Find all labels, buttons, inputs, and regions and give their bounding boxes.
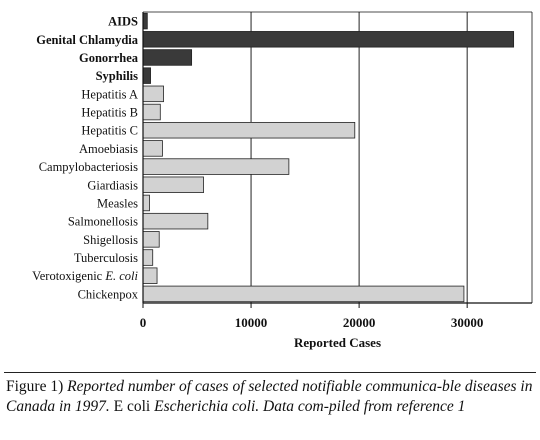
bar (142, 212, 209, 230)
category-label: Salmonellosis (68, 215, 138, 229)
x-tick-label: 20000 (343, 315, 376, 330)
category-label: Amoebiasis (79, 142, 138, 156)
bar (142, 176, 204, 194)
category-label: Chickenpox (78, 287, 139, 301)
category-label: Hepatitis C (81, 124, 138, 138)
bar (142, 267, 158, 284)
x-tick-label: 0 (140, 315, 147, 330)
divider (4, 372, 536, 373)
caption-text: Reported number of cases of selected not… (6, 378, 533, 415)
bar (142, 194, 150, 212)
bar (142, 31, 515, 48)
bar (142, 158, 290, 175)
bar (142, 285, 465, 303)
caption-source: Data com-piled from reference 1 (263, 398, 466, 415)
x-tick-label: 30000 (451, 315, 484, 330)
category-label: Hepatitis A (81, 87, 138, 101)
category-label: AIDS (108, 15, 138, 29)
caption-ecoli-abbrev: E coli (113, 398, 151, 415)
caption-ecoli-full: Escherichia coli. (154, 398, 260, 415)
bar (142, 67, 151, 84)
bar (142, 249, 154, 266)
category-label: Campylobacteriosis (39, 160, 138, 174)
bar-chart-svg: AIDS Genital Chlamydia Gonorrhea Syphilis He… (32, 11, 533, 350)
category-label: Verotoxigenic E. coli (32, 269, 138, 283)
category-label: Genital Chlamydia (36, 33, 138, 47)
x-axis-title: Reported Cases (294, 335, 381, 350)
category-label: Gonorrhea (79, 51, 139, 65)
category-label: Hepatitis B (81, 106, 138, 120)
category-label: Giardiasis (87, 178, 138, 192)
caption-label: Figure 1) (6, 378, 64, 395)
x-tick-label: 10000 (235, 315, 268, 330)
bar (142, 140, 163, 157)
category-label: Syphilis (96, 69, 139, 83)
chart: AIDS Genital Chlamydia Gonorrhea Syphilis He… (32, 11, 533, 350)
category-label: Tuberculosis (74, 251, 138, 265)
category-label: Measles (97, 196, 138, 210)
figure-caption: Figure 1) Reported number of cases of se… (6, 377, 534, 417)
bar (142, 85, 164, 103)
bar (142, 103, 161, 121)
bar (142, 12, 148, 30)
bar (142, 231, 160, 248)
bar (142, 49, 193, 66)
category-label: Shigellosis (83, 233, 138, 247)
bar (142, 121, 356, 139)
